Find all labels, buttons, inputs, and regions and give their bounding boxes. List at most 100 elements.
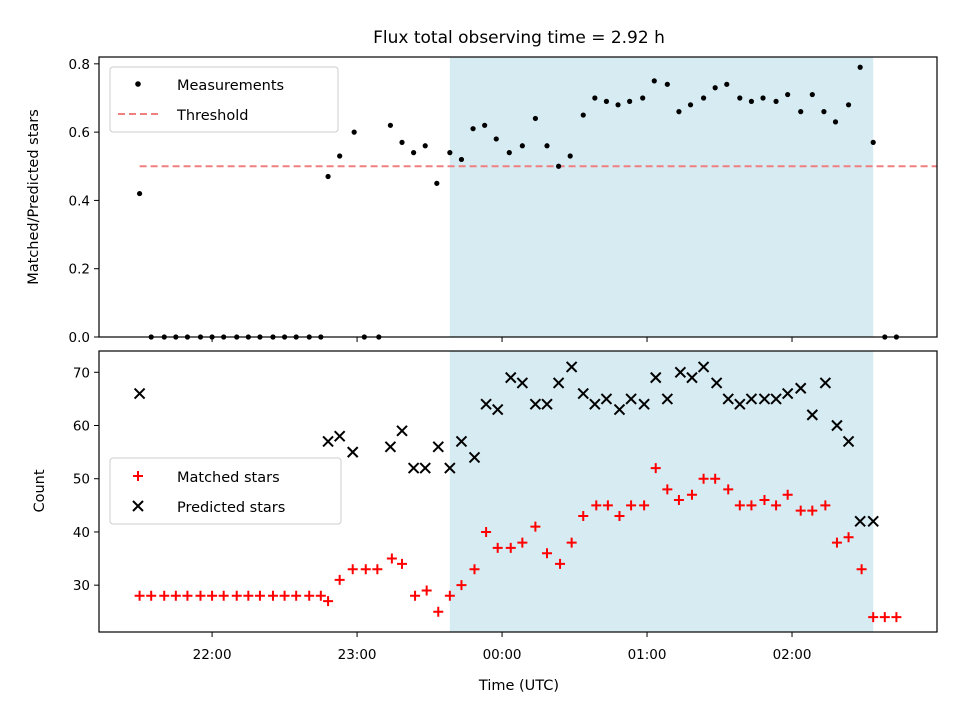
top-y-axis-label: Matched/Predicted stars bbox=[26, 109, 42, 285]
top-x-axis bbox=[211, 337, 793, 342]
measurement-point bbox=[434, 180, 440, 186]
bottom-legend: Matched stars Predicted stars bbox=[109, 457, 342, 525]
matched-stars-point bbox=[444, 590, 455, 601]
matched-stars-point bbox=[146, 590, 157, 601]
predicted-stars-point bbox=[831, 419, 843, 432]
y-tick-label: 70 bbox=[73, 365, 90, 381]
matched-stars-point bbox=[856, 564, 867, 575]
matched-stars-point bbox=[421, 585, 432, 596]
matched-stars-point bbox=[541, 548, 552, 559]
measurement-point bbox=[785, 91, 791, 98]
matched-stars-point bbox=[759, 495, 770, 506]
matched-stars-point bbox=[820, 500, 831, 511]
measurement-point bbox=[482, 122, 488, 128]
matched-stars-point bbox=[746, 500, 757, 511]
measurement-point bbox=[399, 139, 405, 145]
measurement-point bbox=[567, 153, 573, 159]
predicted-stars-point bbox=[806, 409, 819, 421]
y-tick-label: 0.6 bbox=[69, 125, 90, 141]
predicted-stars-point bbox=[505, 371, 517, 384]
y-tick-label: 0.2 bbox=[69, 262, 90, 278]
predicted-stars-point bbox=[650, 371, 662, 384]
chart-title: Flux total observing time = 2.92 h bbox=[373, 28, 665, 48]
y-tick-label: 40 bbox=[73, 525, 90, 541]
matched-stars-point bbox=[433, 606, 444, 617]
predicted-stars-point bbox=[710, 377, 723, 389]
x-tick-label: 01:00 bbox=[628, 647, 667, 663]
predicted-stars-point bbox=[333, 430, 346, 442]
legend-predicted-label: Predicted stars bbox=[177, 500, 285, 516]
matched-stars-point bbox=[639, 500, 650, 511]
bottom-legend-box bbox=[109, 457, 342, 525]
matched-stars-point bbox=[626, 500, 637, 511]
legend-matched-marker bbox=[133, 471, 143, 481]
measurement-point bbox=[798, 109, 804, 115]
matched-stars-point bbox=[602, 500, 613, 511]
top-legend: Measurements Threshold bbox=[109, 66, 339, 133]
matched-stars-point bbox=[469, 564, 480, 575]
legend-measurements-label: Measurements bbox=[177, 78, 284, 94]
matched-stars-point bbox=[698, 473, 709, 484]
measurement-point bbox=[845, 102, 852, 108]
matched-stars-point bbox=[410, 590, 421, 601]
measurement-point bbox=[832, 119, 839, 125]
x-axis-label: Time (UTC) bbox=[478, 678, 559, 694]
measurement-point bbox=[136, 190, 143, 197]
predicted-stars-point bbox=[661, 393, 674, 405]
matched-stars-point bbox=[555, 558, 566, 569]
measurement-point bbox=[857, 64, 863, 70]
measurement-point bbox=[447, 150, 453, 156]
matched-stars-point bbox=[360, 564, 371, 575]
predicted-stars-point bbox=[745, 393, 758, 405]
measurement-point bbox=[870, 139, 876, 145]
predicted-stars-point bbox=[322, 435, 334, 448]
measurement-point bbox=[506, 150, 512, 156]
measurement-point bbox=[760, 95, 766, 101]
matched-stars-point bbox=[614, 510, 625, 521]
measurement-point bbox=[592, 95, 598, 101]
matched-stars-point bbox=[673, 495, 684, 506]
measurement-point bbox=[687, 102, 694, 108]
measurement-point bbox=[700, 95, 707, 101]
matched-stars-point bbox=[662, 484, 673, 495]
predicted-stars-point bbox=[589, 398, 601, 410]
x-tick-label: 23:00 bbox=[338, 647, 377, 663]
y-tick-label: 60 bbox=[73, 419, 90, 435]
matched-stars-point bbox=[530, 521, 541, 532]
predicted-stars-point bbox=[722, 393, 734, 405]
matched-stars-point bbox=[879, 612, 890, 623]
predicted-stars-point bbox=[697, 361, 710, 373]
matched-stars-point bbox=[243, 590, 254, 601]
matched-stars-point bbox=[843, 532, 854, 543]
matched-stars-point bbox=[517, 537, 528, 548]
matched-stars-point bbox=[566, 537, 577, 548]
predicted-stars-point bbox=[625, 393, 637, 405]
legend-threshold-label: Threshold bbox=[176, 108, 248, 124]
matched-stars-point bbox=[891, 612, 902, 623]
measurement-point bbox=[724, 81, 730, 87]
x-tick-label: 02:00 bbox=[773, 647, 812, 663]
predicted-stars-point bbox=[552, 377, 565, 389]
predicted-stars-point bbox=[133, 387, 146, 400]
matched-stars-point bbox=[195, 590, 206, 601]
predicted-stars-point bbox=[795, 382, 807, 394]
counts-layer bbox=[133, 361, 902, 623]
matched-stars-point bbox=[710, 473, 721, 484]
top-legend-box bbox=[109, 66, 339, 133]
predicted-stars-point bbox=[781, 387, 794, 400]
predicted-stars-point bbox=[347, 446, 359, 458]
predicted-stars-point bbox=[600, 393, 613, 405]
matched-stars-point bbox=[386, 553, 397, 564]
matched-stars-point bbox=[868, 612, 879, 623]
predicted-stars-point bbox=[491, 403, 504, 416]
matched-stars-point bbox=[267, 590, 278, 601]
matched-stars-point bbox=[481, 526, 492, 537]
measurement-point bbox=[676, 109, 682, 115]
measurement-point bbox=[411, 150, 417, 156]
y-tick-label: 30 bbox=[73, 578, 90, 594]
matched-stars-point bbox=[492, 542, 503, 553]
predicted-stars-point bbox=[770, 393, 782, 405]
predicted-stars-point bbox=[638, 398, 650, 410]
measurement-point bbox=[458, 156, 465, 163]
